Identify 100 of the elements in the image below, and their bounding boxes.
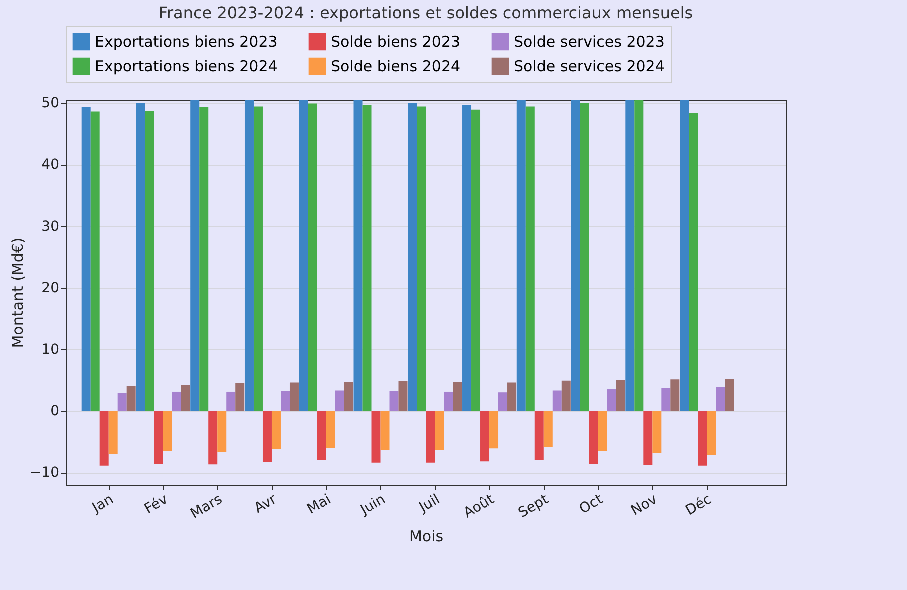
bar [108, 411, 118, 454]
bar [670, 380, 680, 412]
legend-label: Solde biens 2023 [331, 32, 461, 51]
bar [472, 110, 481, 412]
x-tick-label: Oct [576, 491, 606, 518]
bar [181, 385, 190, 412]
bar [118, 393, 127, 412]
x-tick-label: Mai [304, 492, 334, 518]
bar [408, 103, 418, 412]
bar [200, 107, 209, 412]
bar [308, 104, 318, 412]
bar [208, 411, 218, 465]
chart-title: France 2023-2024 : exportations et soldes commerciaux mensuels [158, 4, 694, 22]
y-tick-label: 40 [42, 157, 60, 174]
legend-label: Solde services 2024 [514, 58, 665, 76]
x-tick-label: Juin [357, 492, 388, 519]
bar [462, 106, 472, 412]
bar [145, 111, 154, 412]
bar [82, 107, 91, 412]
bar [218, 411, 227, 452]
legend-label: Solde biens 2024 [331, 58, 461, 76]
bar [616, 380, 626, 412]
bar [326, 411, 336, 448]
bar [698, 411, 708, 466]
bar [426, 411, 436, 463]
bar [552, 390, 562, 412]
bar [317, 411, 326, 460]
x-tick-label: Août [461, 491, 498, 522]
legend-label: Solde services 2023 [514, 32, 665, 51]
bar [163, 411, 172, 452]
bar [435, 411, 444, 451]
legend-label: Exportations biens 2024 [95, 58, 278, 76]
bar [280, 391, 290, 412]
y-tick-label: 20 [42, 280, 60, 296]
x-tick-label: Déc [683, 492, 715, 520]
bar [417, 106, 426, 412]
x-tick-label: Nov [628, 492, 660, 520]
bar [652, 411, 662, 453]
bar [190, 100, 200, 412]
bar [534, 411, 544, 460]
bar [725, 379, 734, 412]
bar [299, 100, 308, 412]
bar [226, 392, 236, 412]
x-axis-title: Mois [409, 527, 444, 546]
bar [390, 391, 399, 412]
y-tick-label: −10 [30, 465, 60, 482]
bar [598, 411, 608, 452]
bar [380, 411, 390, 451]
bar [589, 411, 598, 464]
x-tick-label: Juil [416, 492, 443, 516]
bar [344, 382, 354, 412]
bar [607, 390, 616, 412]
x-tick-label: Jan [88, 492, 117, 517]
y-tick-label: 10 [42, 342, 60, 358]
bar [335, 390, 344, 412]
bar [662, 388, 671, 412]
bar [626, 100, 635, 412]
x-tick-label: Fév [142, 492, 171, 518]
bar [453, 382, 462, 412]
bar [290, 382, 299, 412]
bar [634, 100, 644, 412]
bar [244, 100, 254, 412]
bar [372, 411, 381, 463]
x-tick-label: Sept [516, 491, 552, 522]
bar [644, 411, 653, 466]
bar [398, 382, 408, 412]
bar [480, 411, 490, 462]
bar [154, 411, 164, 464]
legend-label: Exportations biens 2023 [95, 32, 278, 51]
bar [680, 100, 690, 412]
bar [126, 386, 136, 412]
bar [100, 411, 109, 466]
bar [362, 106, 372, 412]
x-tick-label: Avr [252, 492, 280, 517]
bar [544, 411, 553, 448]
bar [254, 106, 263, 412]
bar [580, 103, 590, 412]
bar [90, 112, 100, 412]
bar [172, 392, 182, 412]
bar [444, 392, 454, 412]
bar [236, 383, 245, 412]
x-tick-label: Mars [188, 492, 226, 522]
bar [689, 114, 698, 412]
bar [707, 411, 716, 456]
bar [508, 382, 517, 412]
bar [490, 411, 499, 449]
bar [354, 100, 363, 412]
bar [272, 411, 281, 450]
bar [262, 411, 272, 462]
y-tick-label: 50 [42, 96, 60, 112]
bar [562, 380, 571, 412]
bar [716, 387, 726, 412]
bar [498, 392, 508, 412]
y-tick-label: 0 [50, 404, 60, 420]
y-axis-title: Montant (Md€) [8, 238, 27, 348]
bar [516, 100, 526, 412]
bar [136, 103, 146, 412]
bar [526, 106, 535, 412]
y-tick-label: 30 [42, 218, 60, 235]
bar [571, 100, 580, 412]
